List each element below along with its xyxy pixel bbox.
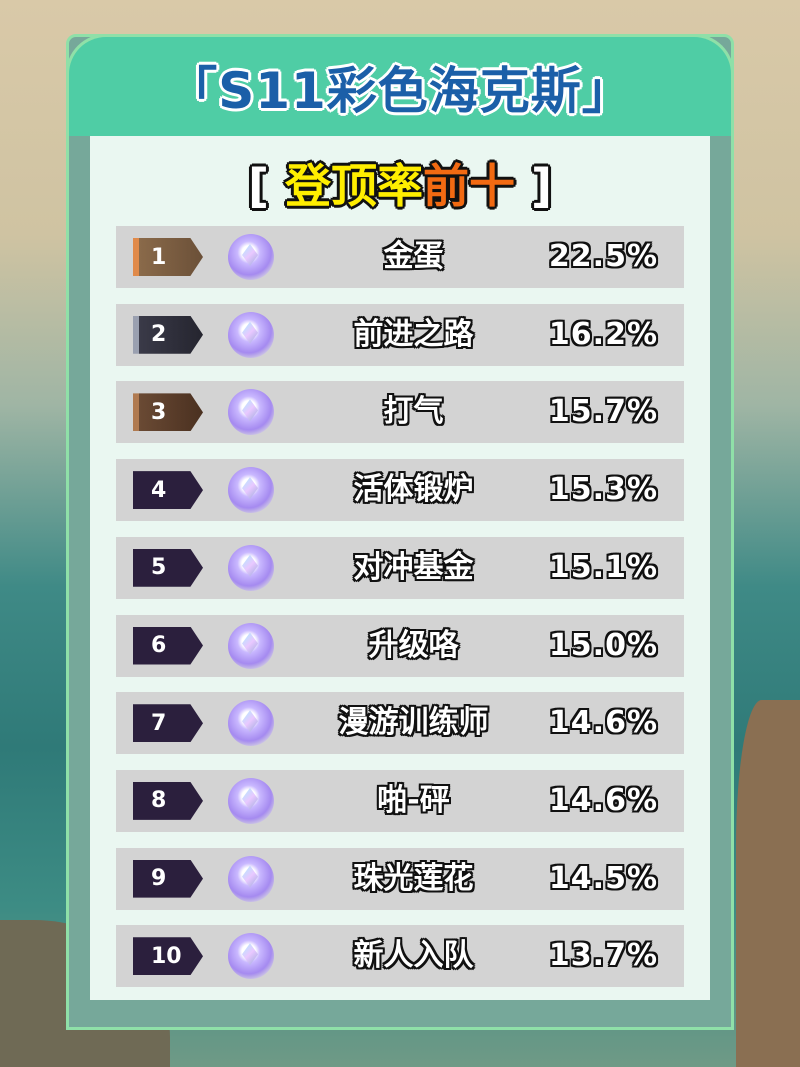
rank-badge: 6 [133,626,203,665]
forge-icon [228,467,274,514]
subtitle-bracket-open: [ [247,159,269,213]
money-bag-icon [228,544,274,591]
ranking-row: 6 升级咯 15.0% [116,614,684,677]
rank-number: 10 [151,943,182,969]
augment-name: 活体锻炉 [353,472,474,508]
top-rate: 13.7% [548,938,658,974]
rank-badge: 7 [133,704,203,743]
rank-badge: 10 [133,937,203,976]
augment-name: 金蛋 [383,239,444,274]
augment-name: 珠光莲花 [353,860,474,896]
rank-number: 6 [151,633,167,658]
rank-number: 5 [151,555,167,581]
augment-name: 新人入队 [353,938,474,974]
rank-badge: 5 [133,548,203,587]
augment-name: 啪-砰 [377,782,450,818]
path-forward-icon [228,311,274,358]
augment-name: 打气 [383,394,444,430]
rank-badge: 4 [133,471,203,510]
top-rate: 15.7% [548,394,658,430]
ranking-row: 10 新人入队 13.7% [116,925,684,988]
trainer-icon [228,700,274,747]
augment-name: 升级咯 [368,627,459,663]
bang-icon [228,777,274,824]
rank-number: 7 [151,710,167,736]
top-rate: 14.6% [548,782,658,818]
rank-badge: 1 [133,238,203,276]
ranking-row: 8 啪-砰 14.6% [116,769,684,832]
subtitle-part1: 登顶率 [285,159,423,213]
augment-name: 前进之路 [353,316,474,352]
top-rate: 15.3% [548,472,658,508]
rank-badge: 2 [133,315,203,354]
ranking-row: 3 打气 15.7% [116,381,684,444]
rank-badge: 9 [133,859,203,898]
ranking-row: 9 珠光莲花 14.5% [116,847,684,910]
ranking-row: 4 活体锻炉 15.3% [116,459,684,522]
rank-number: 3 [151,399,167,425]
ranking-panel: [ 登顶率前十 ] 1 金蛋 22.5% 2 前进之路 16.2% 3 打气 15.… [90,136,710,1000]
augment-name: 漫游训练师 [338,705,489,741]
ranking-row: 7 漫游训练师 14.6% [116,692,684,755]
pump-up-icon [228,389,274,436]
background-cliff [736,700,800,1067]
rank-badge: 3 [133,393,203,432]
lotus-icon [228,855,274,902]
rank-number: 1 [151,244,167,270]
rank-number: 4 [151,477,167,503]
page-title: 「S11彩色海克斯」 [167,61,633,120]
rank-badge: 8 [133,781,203,820]
flag-icon [228,933,274,980]
level-up-icon [228,622,274,669]
header: 「S11彩色海克斯」 [66,34,734,136]
ranking-row: 2 前进之路 16.2% [116,303,684,366]
subtitle: [ 登顶率前十 ] [90,150,710,216]
egg-icon [228,234,274,280]
rank-number: 2 [151,322,167,348]
top-rate: 15.1% [548,549,658,585]
top-rate: 14.5% [548,860,658,896]
rank-number: 9 [151,866,167,892]
ranking-row: 5 对冲基金 15.1% [116,536,684,599]
top-rate: 14.6% [548,705,658,741]
top-rate: 15.0% [548,627,658,663]
top-rate: 22.5% [548,239,658,274]
top-rate: 16.2% [548,316,658,352]
subtitle-bracket-close: ] [531,159,553,213]
subtitle-part2: 前十 [423,159,515,213]
ranking-row: 1 金蛋 22.5% [116,226,684,288]
augment-name: 对冲基金 [353,549,474,585]
rank-number: 8 [151,788,167,814]
